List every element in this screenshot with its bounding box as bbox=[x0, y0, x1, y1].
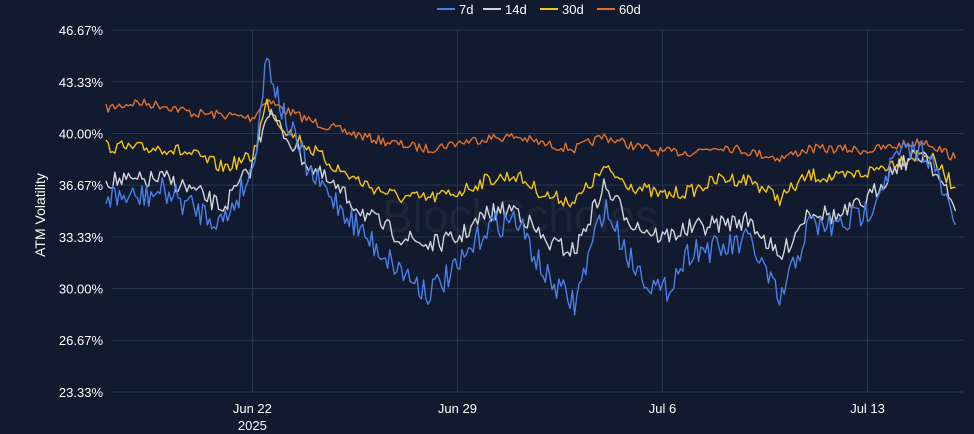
x-tick-label: Jun 22 bbox=[233, 401, 272, 416]
legend-label-30d: 30d bbox=[562, 2, 584, 17]
y-tick-label: 40.00% bbox=[59, 126, 104, 141]
y-tick-label: 33.33% bbox=[59, 230, 104, 245]
y-tick-label: 46.67% bbox=[59, 23, 104, 38]
series-line-30d bbox=[105, 98, 956, 208]
series-line-60d bbox=[105, 98, 957, 163]
legend-label-7d: 7d bbox=[459, 2, 473, 17]
y-tick-label: 36.67% bbox=[59, 178, 104, 193]
series-line-7d bbox=[105, 57, 957, 316]
y-tick-label: 26.67% bbox=[59, 333, 104, 348]
series-lines bbox=[105, 57, 957, 316]
x-tick-label: Jul 6 bbox=[649, 401, 676, 416]
x-tick-label: Jun 29 bbox=[438, 401, 477, 416]
grid bbox=[112, 29, 964, 393]
x-tick-label: Jul 13 bbox=[850, 401, 885, 416]
legend-label-60d: 60d bbox=[619, 2, 641, 17]
y-tick-label: 43.33% bbox=[59, 75, 104, 90]
x-axis: Jun 22 2025 Jun 29 Jul 6 Jul 13 bbox=[233, 401, 885, 433]
y-tick-label: 30.00% bbox=[59, 282, 104, 297]
y-axis: 23.33% 26.67% 30.00% 33.33% 36.67% 40.00% 43.3… bbox=[59, 23, 104, 400]
y-axis-title: ATM Volatility bbox=[32, 173, 48, 257]
y-tick-label: 23.33% bbox=[59, 385, 104, 400]
series-line-14d bbox=[105, 108, 957, 261]
legend-label-14d: 14d bbox=[505, 2, 527, 17]
legend: 7d 14d 30d 60d bbox=[437, 2, 641, 17]
x-tick-year-label: 2025 bbox=[238, 418, 267, 433]
